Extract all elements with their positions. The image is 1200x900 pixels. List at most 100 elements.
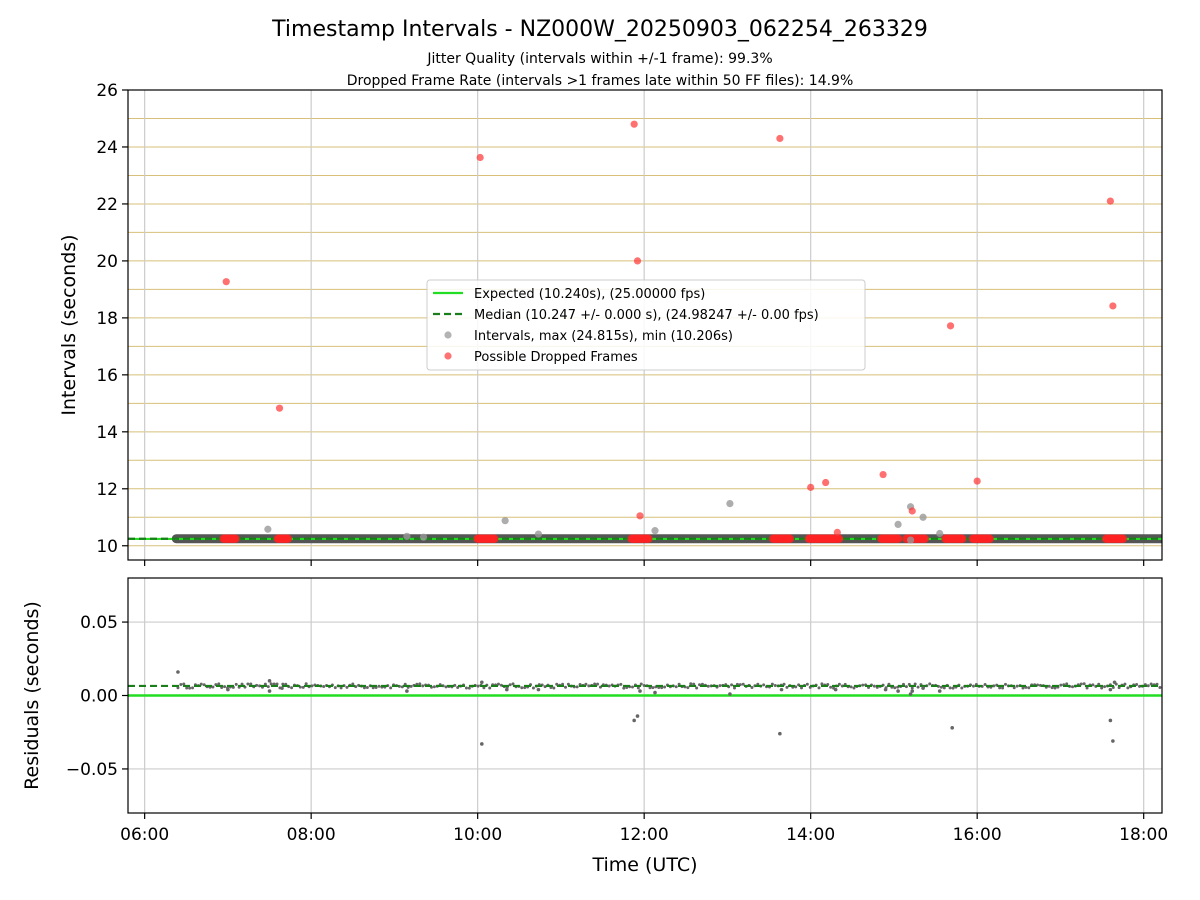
dropped-frame-point <box>946 322 955 330</box>
residual-point <box>852 686 856 690</box>
residuals-plot-area <box>128 578 1162 813</box>
residual-outlier-point <box>883 687 888 692</box>
residual-outlier-point <box>778 731 782 736</box>
residual-point <box>998 686 1002 690</box>
residual-outlier-point <box>779 687 784 692</box>
residual-point <box>1149 682 1153 686</box>
residual-point <box>619 682 623 686</box>
residual-point <box>322 684 326 688</box>
residual-outlier-point <box>536 687 541 692</box>
residual-point <box>377 684 381 688</box>
residual-point <box>686 686 690 690</box>
residual-point <box>281 682 285 686</box>
residual-point <box>418 682 422 686</box>
residual-point <box>432 685 436 689</box>
residual-point <box>304 682 308 686</box>
y-tick-label: 10 <box>96 537 118 557</box>
residual-point <box>464 686 468 690</box>
residual-point <box>913 682 917 686</box>
residual-point <box>269 682 273 686</box>
residual-point <box>951 686 955 690</box>
residual-point <box>663 685 667 689</box>
residual-point <box>636 686 640 690</box>
residual-point <box>829 685 833 689</box>
residual-point <box>389 686 393 690</box>
residual-outlier-point <box>505 687 509 692</box>
interval-point <box>419 533 428 541</box>
residual-point <box>275 682 279 686</box>
residual-point <box>785 685 789 689</box>
residual-point <box>607 684 611 688</box>
residual-outlier-point <box>908 692 913 696</box>
residual-point <box>266 685 270 689</box>
residual-point <box>983 683 987 687</box>
interval-point <box>534 530 543 538</box>
residual-point <box>467 686 471 690</box>
residual-outlier-point <box>176 670 180 674</box>
y-tick-label: 14 <box>96 423 118 443</box>
residual-point <box>893 686 897 690</box>
residual-point <box>290 686 294 690</box>
chart-subtitle-jitter: Jitter Quality (intervals within +/-1 fr… <box>426 51 772 67</box>
residual-point <box>365 686 369 690</box>
residual-point <box>339 686 343 690</box>
residual-point <box>1158 685 1162 689</box>
residual-point <box>1001 686 1005 690</box>
residual-point <box>179 682 183 686</box>
residual-point <box>182 682 186 686</box>
dropped-frame-point <box>807 483 815 491</box>
residual-point <box>817 686 821 690</box>
residual-point <box>188 686 192 690</box>
residual-point <box>910 686 914 690</box>
x-axis-label: Time (UTC) <box>591 854 697 876</box>
residual-outlier-point <box>405 689 409 693</box>
residual-point <box>310 684 314 688</box>
residual-point <box>1146 684 1150 688</box>
residual-point <box>246 682 250 686</box>
residual-outlier-point <box>1111 739 1115 743</box>
y-tick-label: 18 <box>96 309 118 329</box>
residual-point <box>409 684 413 688</box>
interval-point <box>936 529 944 538</box>
intervals-plot-area <box>128 90 1162 560</box>
y-tick-label: 0.00 <box>80 687 118 707</box>
residual-point <box>191 686 195 690</box>
residual-point <box>730 683 734 687</box>
residual-outlier-point <box>280 686 284 690</box>
legend-label: Median (10.247 +/- 0.000 s), (24.98247 +… <box>474 308 819 323</box>
residual-point <box>639 682 643 686</box>
residual-point <box>872 684 876 688</box>
y-axis-label: Residuals (seconds) <box>21 601 43 790</box>
residual-point <box>800 686 804 690</box>
residual-outlier-point <box>937 689 942 693</box>
residual-point <box>234 682 238 686</box>
chart-title: Timestamp Intervals - NZ000W_20250903_06… <box>271 17 928 42</box>
residual-outlier-point <box>635 714 640 718</box>
residual-outlier-point <box>480 680 484 685</box>
x-tick-label: 08:00 <box>287 825 336 845</box>
residual-point <box>1103 685 1107 689</box>
interval-point <box>264 525 272 533</box>
residual-outlier-point <box>921 686 925 690</box>
residual-point <box>631 685 635 689</box>
residual-outlier-point <box>653 690 657 695</box>
residual-point <box>520 686 524 690</box>
y-tick-label: 24 <box>96 138 118 158</box>
dropped-frame-point <box>636 512 644 520</box>
residual-point <box>674 685 678 689</box>
residual-point <box>642 683 646 687</box>
dropped-frame-point <box>1106 197 1114 205</box>
interval-point <box>651 527 659 535</box>
residual-point <box>849 685 853 689</box>
residual-point <box>185 686 189 690</box>
dropped-frame-cluster-point <box>231 534 240 543</box>
residual-point <box>1079 682 1083 686</box>
residual-point <box>805 682 809 686</box>
y-tick-label: 12 <box>96 480 118 500</box>
residual-outlier-point <box>896 689 900 693</box>
residual-point <box>1065 682 1069 686</box>
residual-point <box>762 683 766 687</box>
residual-point <box>942 686 946 690</box>
x-tick-label: 14:00 <box>786 825 835 845</box>
residual-point <box>1027 686 1031 690</box>
